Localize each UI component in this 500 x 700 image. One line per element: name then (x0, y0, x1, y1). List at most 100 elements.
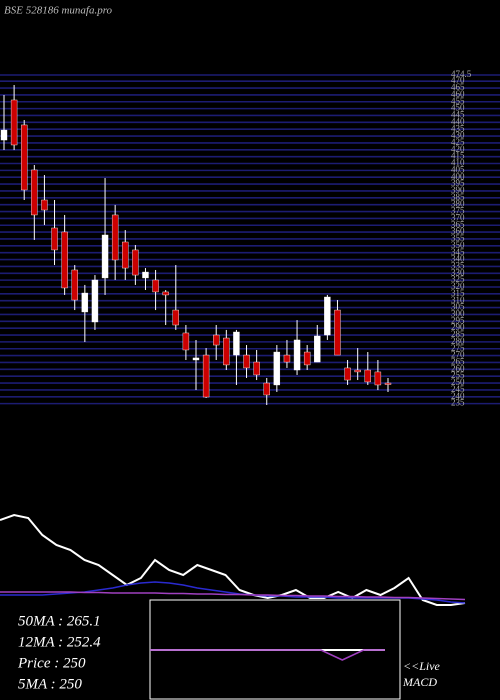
y-tick-label: 285 (451, 329, 465, 339)
y-tick-label: 280 (451, 336, 465, 346)
live-label: <<Live (403, 659, 441, 673)
candle-body (51, 227, 58, 251)
stat-label: 50MA : 265.1 (18, 613, 101, 629)
y-tick-label: 380 (451, 199, 465, 209)
candle-body (354, 369, 361, 373)
y-tick-label: 325 (451, 274, 465, 284)
y-tick-label: 445 (451, 110, 465, 120)
y-tick-label: 290 (451, 322, 465, 332)
y-tick-label: 260 (451, 363, 465, 373)
y-tick-label: 365 (451, 219, 465, 229)
candle-body (101, 234, 109, 279)
y-tick-label: 360 (451, 226, 465, 236)
y-tick-label: 275 (451, 343, 465, 353)
y-tick-label: 410 (451, 158, 465, 168)
candle-body (243, 354, 250, 369)
y-tick-label: 310 (451, 295, 465, 305)
candle-body (374, 371, 382, 386)
y-tick-label: 440 (451, 116, 465, 126)
y-tick-label: 430 (451, 130, 465, 140)
y-tick-label: 245 (451, 384, 465, 394)
y-tick-label: 345 (451, 247, 465, 257)
macd-label: MACD (402, 675, 437, 689)
candle-body (324, 296, 331, 336)
candle-body (31, 169, 38, 216)
candle-body (202, 354, 210, 398)
stat-label: 12MA : 252.4 (18, 634, 101, 650)
y-tick-label: 320 (451, 281, 465, 291)
candle-body (81, 292, 89, 313)
stat-label: 5MA : 250 (18, 676, 82, 692)
candle-body (344, 367, 351, 381)
y-tick-label: 465 (451, 82, 465, 92)
candle-body (91, 279, 99, 323)
y-tick-label: 385 (451, 192, 465, 202)
candle-body (253, 361, 260, 376)
y-tick-label: 450 (451, 103, 465, 113)
y-tick-label: 270 (451, 350, 465, 360)
y-tick-label: 330 (451, 267, 465, 277)
y-tick-label: 474.5 (451, 69, 472, 79)
y-tick-label: 470 (451, 75, 465, 85)
y-tick-label: 375 (451, 206, 465, 216)
candle-body (273, 351, 281, 386)
candle-body (384, 382, 392, 385)
candle-body (293, 339, 301, 371)
candle-body (172, 309, 179, 326)
candle-body (334, 309, 341, 356)
y-tick-label: 340 (451, 254, 465, 264)
y-tick-label: 425 (451, 137, 465, 147)
y-tick-label: 295 (451, 315, 465, 325)
candle-body (122, 241, 129, 269)
candle-body (213, 334, 220, 346)
y-tick-label: 395 (451, 178, 465, 188)
candle-body (283, 354, 291, 363)
y-tick-label: 355 (451, 233, 465, 243)
chart-title: BSE 528186 munafa.pro (4, 5, 113, 17)
series-line (0, 513, 466, 606)
stat-label: Price : 250 (17, 655, 86, 671)
y-tick-label: 265 (451, 357, 465, 367)
candle-body (182, 332, 190, 351)
y-tick-label: 335 (451, 260, 465, 270)
candle-body (303, 351, 311, 366)
candle-body (0, 129, 8, 141)
y-tick-label: 460 (451, 89, 465, 99)
candle-body (61, 231, 68, 289)
candle-body (233, 331, 240, 356)
y-tick-label: 300 (451, 309, 465, 319)
y-tick-label: 250 (451, 377, 465, 387)
candle-body (111, 214, 119, 261)
y-tick-label: 235 (451, 398, 465, 408)
y-tick-label: 315 (451, 288, 465, 298)
series-line (150, 649, 385, 661)
candle-body (41, 199, 48, 211)
y-tick-label: 240 (451, 391, 465, 401)
y-tick-label: 350 (451, 240, 465, 250)
y-tick-label: 420 (451, 144, 465, 154)
series-line (0, 591, 466, 601)
y-tick-label: 455 (451, 96, 465, 106)
candle-body (162, 291, 169, 296)
y-tick-label: 415 (451, 151, 465, 161)
candle-body (314, 335, 321, 363)
candle-body (192, 357, 200, 361)
y-tick-label: 255 (451, 370, 465, 380)
y-tick-label: 400 (451, 171, 465, 181)
candle-body (152, 279, 159, 293)
candle-body (364, 369, 371, 383)
candle-body (132, 249, 139, 276)
y-tick-label: 405 (451, 164, 465, 174)
y-tick-label: 435 (451, 123, 465, 133)
y-tick-label: 390 (451, 185, 465, 195)
candle-body (21, 124, 28, 191)
candle-body (10, 99, 18, 146)
candle-body (263, 382, 270, 396)
y-tick-label: 370 (451, 212, 465, 222)
y-tick-label: 305 (451, 302, 465, 312)
candle-body (71, 269, 78, 301)
candle-body (142, 271, 149, 279)
candle-body (223, 337, 230, 366)
